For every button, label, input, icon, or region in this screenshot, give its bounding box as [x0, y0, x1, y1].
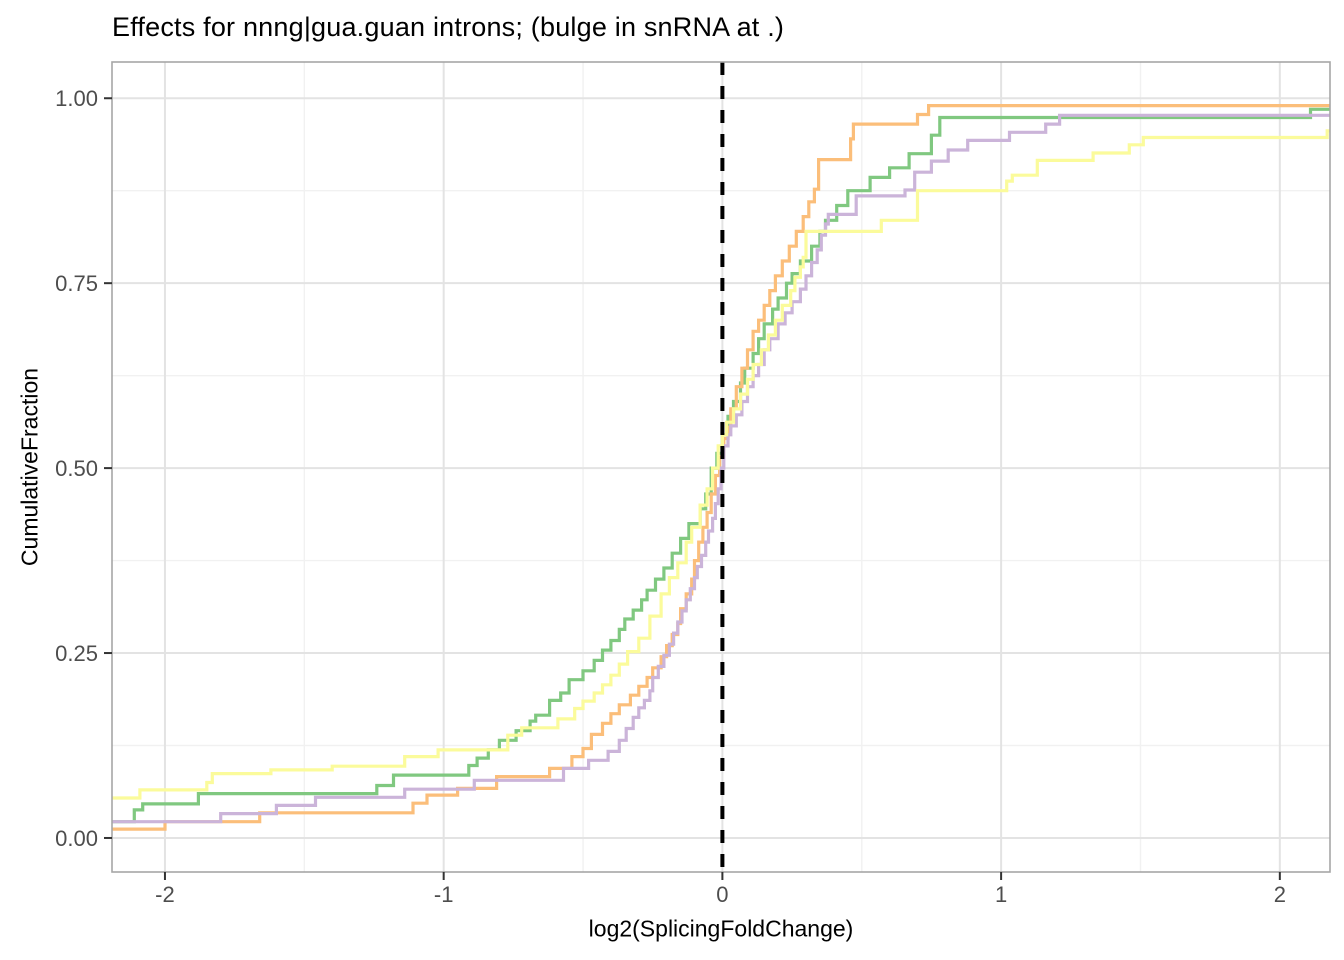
x-tick-label: 0: [716, 882, 728, 907]
x-tick-label: -2: [155, 882, 175, 907]
y-tick-label: 0.50: [55, 456, 98, 481]
x-tick-label: 2: [1274, 882, 1286, 907]
x-tick-label: -1: [434, 882, 454, 907]
y-tick-label: 1.00: [55, 86, 98, 111]
x-tick-label: 1: [995, 882, 1007, 907]
ecdf-line-yellow: [112, 129, 1330, 800]
y-tick-label: 0.75: [55, 271, 98, 296]
x-axis-label: log2(SplicingFoldChange): [588, 915, 854, 942]
ecdf-line-orange: [112, 104, 1330, 831]
y-tick-label: 0.25: [55, 641, 98, 666]
chart-title: Effects for nnng|gua.guan introns; (bulg…: [112, 12, 785, 42]
y-tick-label: 0.00: [55, 826, 98, 851]
ecdf-line-purple: [112, 113, 1330, 824]
panel-border: [111, 61, 1331, 873]
